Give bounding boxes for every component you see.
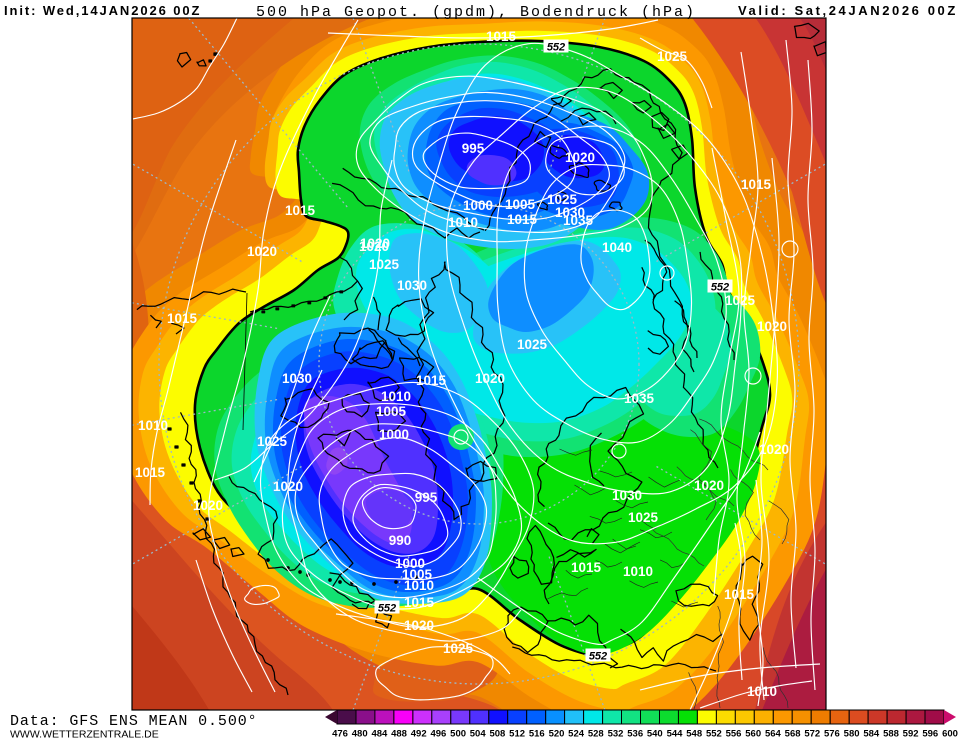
svg-text:564: 564: [765, 729, 782, 740]
svg-text:1025: 1025: [547, 192, 578, 207]
svg-text:476: 476: [332, 729, 348, 740]
svg-text:1005: 1005: [402, 567, 433, 582]
svg-text:1015: 1015: [741, 177, 772, 192]
svg-text:Data: GFS ENS MEAN 0.500°: Data: GFS ENS MEAN 0.500°: [10, 713, 258, 730]
svg-text:1030: 1030: [555, 205, 585, 220]
svg-text:588: 588: [883, 729, 899, 740]
svg-text:568: 568: [785, 729, 801, 740]
svg-text:580: 580: [844, 729, 860, 740]
svg-text:540: 540: [647, 729, 663, 740]
svg-text:1020: 1020: [273, 479, 303, 494]
svg-text:1005: 1005: [505, 197, 536, 212]
svg-text:500: 500: [450, 729, 466, 740]
svg-text:WWW.WETTERZENTRALE.DE: WWW.WETTERZENTRALE.DE: [10, 729, 159, 741]
svg-text:1015: 1015: [135, 465, 166, 480]
svg-text:572: 572: [804, 729, 820, 740]
svg-text:1020: 1020: [359, 239, 389, 254]
svg-text:1010: 1010: [747, 684, 777, 699]
svg-text:1035: 1035: [624, 391, 655, 406]
svg-text:600: 600: [942, 729, 958, 740]
svg-text:1020: 1020: [247, 244, 277, 259]
svg-text:484: 484: [371, 729, 388, 740]
svg-text:Init: Wed,14JAN2026 00Z: Init: Wed,14JAN2026 00Z: [4, 3, 201, 18]
svg-text:1030: 1030: [397, 278, 427, 293]
svg-text:548: 548: [686, 729, 702, 740]
svg-text:1000: 1000: [379, 427, 409, 442]
svg-text:492: 492: [411, 729, 427, 740]
svg-text:552: 552: [589, 651, 607, 663]
svg-text:552: 552: [547, 42, 565, 54]
svg-text:1020: 1020: [404, 618, 434, 633]
svg-text:556: 556: [726, 729, 742, 740]
svg-text:584: 584: [863, 729, 880, 740]
svg-text:1030: 1030: [612, 488, 642, 503]
svg-text:1015: 1015: [571, 560, 602, 575]
svg-text:528: 528: [588, 729, 604, 740]
svg-text:1020: 1020: [475, 371, 505, 386]
svg-text:1010: 1010: [138, 418, 168, 433]
svg-text:1015: 1015: [285, 203, 316, 218]
svg-text:1010: 1010: [448, 215, 478, 230]
svg-text:Valid: Sat,24JAN2026 00Z: Valid: Sat,24JAN2026 00Z: [738, 3, 958, 18]
svg-text:1025: 1025: [725, 293, 756, 308]
svg-text:1010: 1010: [381, 389, 411, 404]
svg-text:544: 544: [667, 729, 684, 740]
svg-text:1015: 1015: [507, 212, 538, 227]
svg-text:576: 576: [824, 729, 840, 740]
svg-text:990: 990: [389, 533, 412, 548]
svg-text:1020: 1020: [757, 319, 787, 334]
svg-text:520: 520: [549, 729, 565, 740]
svg-text:1025: 1025: [657, 49, 688, 64]
svg-text:508: 508: [489, 729, 505, 740]
svg-text:1010: 1010: [623, 564, 653, 579]
svg-text:560: 560: [745, 729, 761, 740]
svg-text:1020: 1020: [360, 236, 390, 251]
svg-text:552: 552: [711, 282, 729, 294]
svg-text:516: 516: [529, 729, 545, 740]
svg-text:1025: 1025: [443, 641, 474, 656]
svg-text:1000: 1000: [395, 556, 425, 571]
svg-text:596: 596: [922, 729, 938, 740]
svg-text:1025: 1025: [628, 510, 659, 525]
svg-text:995: 995: [415, 490, 438, 505]
svg-text:1020: 1020: [193, 498, 223, 513]
svg-text:1000: 1000: [463, 198, 493, 213]
svg-text:1015: 1015: [724, 587, 755, 602]
svg-text:995: 995: [462, 141, 485, 156]
svg-text:488: 488: [391, 729, 407, 740]
svg-text:1025: 1025: [517, 337, 548, 352]
svg-text:500 hPa Geopot. (gpdm), Bodend: 500 hPa Geopot. (gpdm), Bodendruck (hPa): [256, 4, 696, 21]
svg-text:1020: 1020: [565, 150, 595, 165]
svg-text:1025: 1025: [369, 257, 400, 272]
svg-text:1015: 1015: [486, 29, 517, 44]
svg-text:1015: 1015: [404, 595, 435, 610]
svg-text:1025: 1025: [257, 434, 288, 449]
svg-text:532: 532: [608, 729, 624, 740]
svg-text:552: 552: [706, 729, 722, 740]
svg-text:524: 524: [568, 729, 585, 740]
svg-text:1030: 1030: [282, 371, 312, 386]
svg-text:1020: 1020: [759, 442, 789, 457]
svg-text:1035: 1035: [563, 213, 594, 228]
svg-text:536: 536: [627, 729, 643, 740]
svg-text:592: 592: [903, 729, 919, 740]
svg-text:504: 504: [470, 729, 487, 740]
svg-text:1015: 1015: [167, 311, 198, 326]
svg-text:1020: 1020: [694, 478, 724, 493]
svg-text:512: 512: [509, 729, 525, 740]
svg-text:552: 552: [378, 603, 396, 615]
svg-text:1040: 1040: [602, 240, 632, 255]
svg-text:496: 496: [430, 729, 446, 740]
svg-text:480: 480: [352, 729, 368, 740]
svg-text:1015: 1015: [416, 373, 447, 388]
svg-text:1005: 1005: [376, 404, 407, 419]
svg-text:1010: 1010: [404, 578, 434, 593]
